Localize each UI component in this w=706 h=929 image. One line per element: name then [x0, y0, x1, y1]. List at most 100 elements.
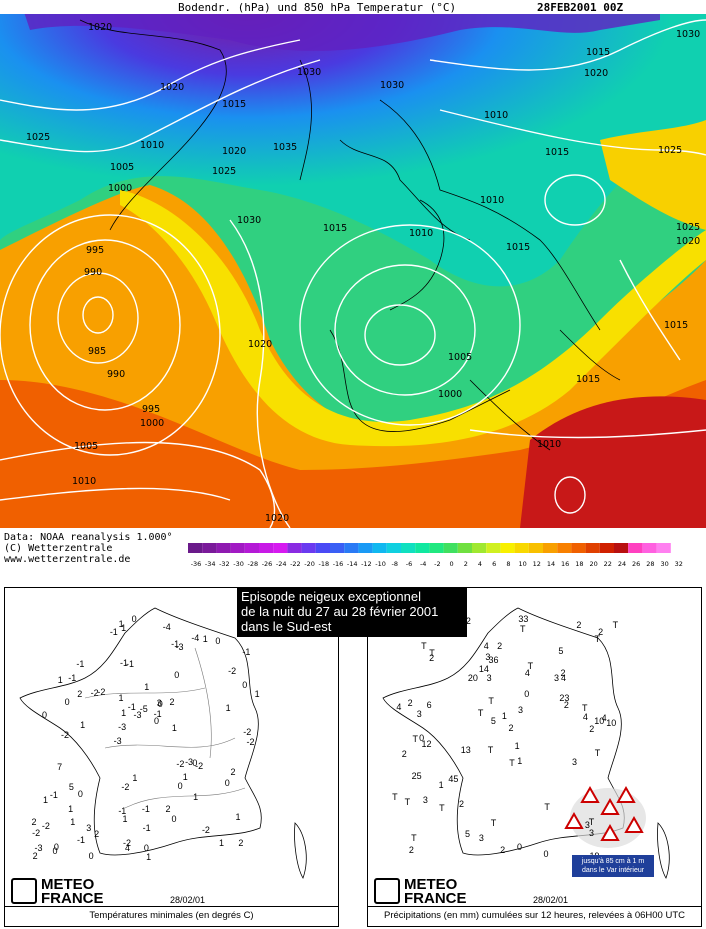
- isobar-label: 1025: [212, 166, 236, 177]
- station-value: T: [544, 802, 550, 813]
- station-value: 0: [177, 781, 183, 792]
- station-value: 10: [594, 716, 605, 727]
- isobar-label: 1005: [110, 162, 134, 173]
- map-header-bg: [0, 0, 706, 14]
- station-value: 1: [501, 711, 507, 722]
- isobar-label: 1010: [140, 140, 164, 151]
- isobar-label: 985: [88, 346, 106, 357]
- episode-title-line2: de la nuit du 27 au 28 février 2001: [241, 604, 439, 619]
- station-value: -5: [139, 704, 148, 715]
- warning-triangle-icon: [564, 811, 584, 829]
- isobar-label: 1015: [222, 99, 246, 110]
- warning-triangle-icon: [580, 785, 600, 803]
- scale-label: -8: [392, 560, 398, 568]
- station-value: 6: [426, 700, 432, 711]
- right-caption: Précipitations (en mm) cumulées sur 12 h…: [368, 906, 701, 924]
- scale-label: 18: [575, 560, 583, 568]
- station-value: 33: [518, 614, 529, 625]
- station-value: 1: [144, 681, 150, 692]
- yellow-band: [120, 190, 706, 447]
- station-value: -2: [41, 821, 50, 831]
- station-value: 2: [77, 688, 83, 699]
- station-value: -1: [141, 804, 150, 815]
- station-value: 45: [448, 773, 459, 784]
- scale-swatch: [585, 543, 600, 553]
- scale-label: -34: [205, 560, 216, 568]
- scale-swatch: [216, 543, 231, 553]
- scale-swatch: [571, 543, 586, 553]
- station-value: 12: [421, 738, 432, 749]
- isobar-label: 1020: [248, 339, 272, 350]
- cold-region: [0, 0, 706, 287]
- station-value: 1: [70, 817, 76, 828]
- scale-label: 2: [464, 560, 468, 568]
- station-value: 2: [459, 798, 465, 809]
- snow-depth-note: jusqu'à 85 cm à 1 m dans le Var intérieu…: [572, 855, 654, 877]
- isobar-label: 995: [142, 404, 160, 415]
- station-value: 2: [407, 697, 413, 708]
- scale-label: 12: [533, 560, 541, 568]
- station-value: -2: [123, 837, 132, 848]
- isobar-label-group: 1020 1025 1020 1030 1030 1015 1010 1020 …: [26, 22, 700, 524]
- station-value: 3: [478, 832, 484, 843]
- isobar-label: 1030: [380, 80, 404, 91]
- station-value: 0: [41, 709, 47, 720]
- station-value: -2: [90, 688, 99, 699]
- station-value: 3: [485, 652, 491, 663]
- isobar-label: 1015: [323, 223, 347, 234]
- station-value: 0: [215, 636, 221, 647]
- station-value: 3: [553, 672, 559, 683]
- station-value: 5: [558, 646, 564, 657]
- scale-swatch: [614, 543, 629, 553]
- station-value: 1: [438, 780, 444, 791]
- isotherms: [84, 647, 246, 809]
- isobar-label: 1005: [448, 352, 472, 363]
- station-value: 2: [230, 766, 236, 777]
- station-value: 1: [57, 675, 63, 686]
- station-value: -2: [32, 827, 41, 838]
- station-value: 0: [543, 848, 549, 859]
- station-value: 0: [242, 680, 248, 691]
- station-value: -1: [109, 627, 118, 638]
- station-value: 2: [465, 616, 471, 627]
- station-value: -2: [228, 665, 237, 676]
- station-value: 23: [559, 692, 570, 703]
- scale-swatch: [372, 543, 387, 553]
- isobar-label: 1020: [676, 236, 700, 247]
- snow-note-line1: jusqu'à 85 cm à 1 m: [581, 858, 645, 865]
- scale-swatch: [500, 543, 515, 553]
- station-value: 0: [419, 733, 425, 744]
- isobar-label: 1020: [584, 68, 608, 79]
- scale-label: -12: [361, 560, 372, 568]
- scale-swatch: [429, 543, 444, 553]
- station-value: 2: [576, 620, 582, 631]
- station-value: 2: [94, 828, 100, 839]
- min-temperature-panel: 2 0 -1 -3 0 0 -1 1 -1 -2 -2 1 -1 0 -2 1 -2 0 -3 -1 1 -1 -4 0 1 1 0…: [4, 587, 339, 927]
- station-value: -1: [242, 647, 251, 658]
- logo-line1: METEO: [41, 876, 95, 893]
- station-value: 1: [43, 795, 49, 806]
- station-value: -1: [127, 702, 136, 713]
- scale-label: 10: [518, 560, 526, 568]
- isobar-label: 1010: [537, 439, 561, 450]
- station-value: -1: [76, 658, 85, 669]
- scale-swatch: [443, 543, 458, 553]
- left-caption: Températures minimales (en degrés C): [5, 906, 338, 924]
- station-value: T: [519, 623, 526, 634]
- scale-swatch: [543, 543, 558, 553]
- scale-swatch: [287, 543, 302, 553]
- credit-data: Data: NOAA reanalysis 1.000°: [4, 532, 173, 543]
- station-value: 36: [488, 654, 499, 665]
- station-value: -2: [246, 736, 255, 747]
- station-value: T: [509, 758, 515, 769]
- station-value: 1: [235, 811, 241, 822]
- scale-label: -16: [333, 560, 344, 568]
- isobar-label: 1020: [265, 513, 289, 524]
- precipitation-panel: 25T1032422313T2213T4T254TT3T3TTT3T2T0T24…: [367, 587, 702, 927]
- scale-swatch: [301, 543, 316, 553]
- station-value: 4: [582, 711, 588, 722]
- scale-label: 26: [632, 560, 640, 568]
- station-value: 0: [88, 851, 94, 862]
- scale-swatch: [230, 543, 245, 553]
- station-value: 2: [589, 724, 595, 735]
